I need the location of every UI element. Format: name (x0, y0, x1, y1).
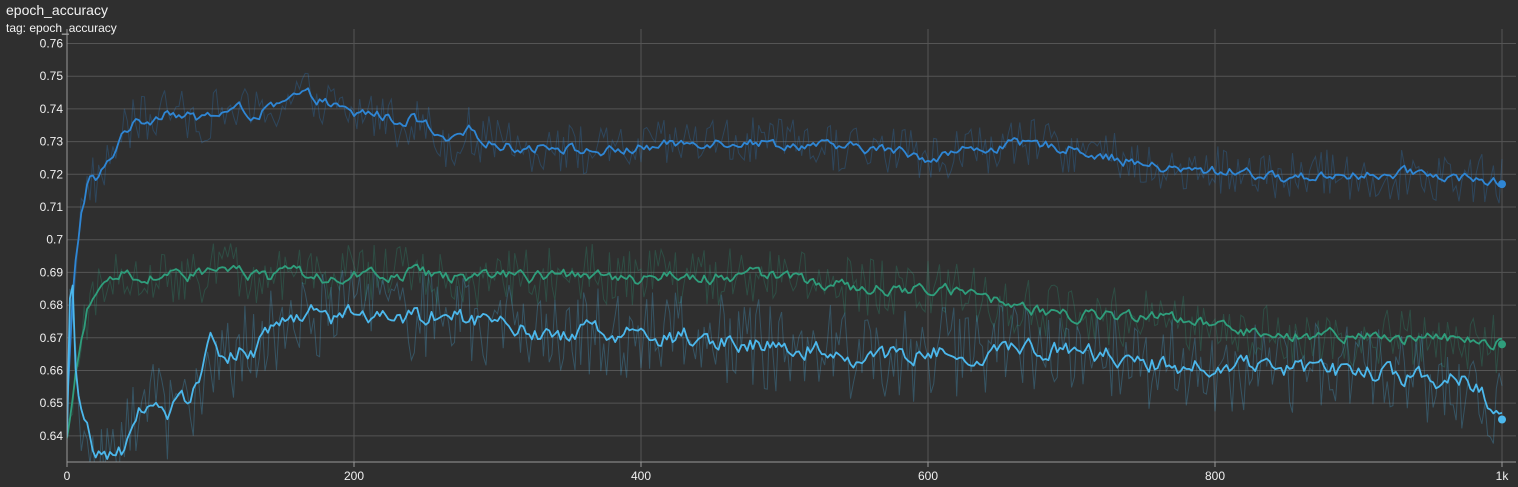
chart-subtitle: tag: epoch_accuracy (6, 21, 117, 35)
y-tick-label: 0.68 (40, 298, 64, 312)
x-tick-label: 1k (1496, 469, 1510, 483)
y-tick-label: 0.76 (40, 37, 64, 51)
y-tick-label: 0.7 (46, 233, 63, 247)
series-line-2[interactable] (67, 263, 1503, 439)
y-tick-label: 0.69 (40, 265, 64, 279)
raw-series-line-2 (67, 243, 1503, 422)
grid-layer (66, 29, 1516, 462)
x-tick-label: 400 (631, 469, 651, 483)
series-line-1[interactable] (67, 87, 1503, 408)
y-tick-label: 0.71 (40, 200, 64, 214)
raw-series-line-1 (67, 72, 1503, 425)
y-tick-label: 0.75 (40, 69, 64, 83)
y-tick-label: 0.64 (40, 429, 64, 443)
y-tick-label: 0.66 (40, 363, 64, 377)
raw-series-layer (67, 72, 1503, 462)
x-tick-label: 0 (64, 469, 71, 483)
series-end-marker-3[interactable] (1498, 415, 1506, 424)
y-tick-label: 0.65 (40, 396, 64, 410)
series-layer (67, 87, 1506, 460)
x-tick-label: 600 (918, 469, 938, 483)
x-tick-label: 800 (1205, 469, 1225, 483)
series-end-marker-1[interactable] (1498, 180, 1506, 189)
axis-layer: 0.64 0.65 0.66 0.67 0.68 0.69 0.7 0.71 0.72 0.73 0… (40, 29, 1516, 483)
y-tick-label: 0.72 (40, 167, 64, 181)
chart-title: epoch_accuracy (6, 2, 108, 18)
y-tick-label: 0.74 (40, 102, 64, 116)
y-tick-label: 0.73 (40, 135, 64, 149)
y-tick-label: 0.67 (40, 331, 64, 345)
series-end-marker-2[interactable] (1498, 340, 1506, 349)
x-tick-label: 200 (344, 469, 364, 483)
raw-series-line-3 (67, 269, 1503, 462)
series-line-3[interactable] (67, 284, 1503, 460)
